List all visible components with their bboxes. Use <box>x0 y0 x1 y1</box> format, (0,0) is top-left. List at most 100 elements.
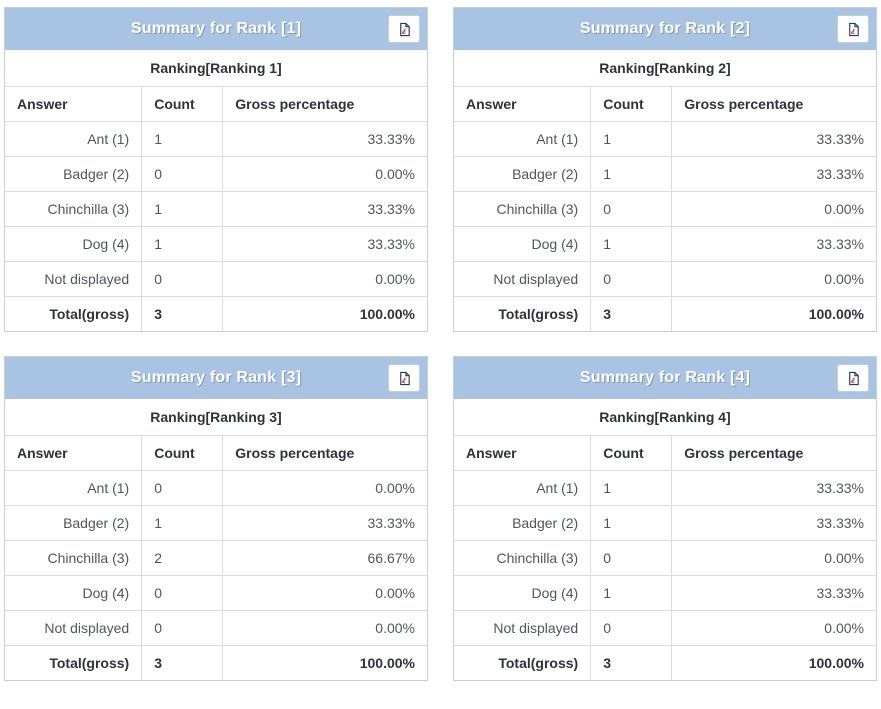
count-cell: 1 <box>141 505 224 541</box>
count-cell: 1 <box>141 191 224 227</box>
answer-cell: Ant (1) <box>5 470 143 506</box>
total-percentage-cell: 100.00% <box>222 296 427 331</box>
total-row: Total(gross) 3 100.00% <box>454 645 876 680</box>
total-count-cell: 3 <box>590 645 673 680</box>
percentage-cell: 33.33% <box>222 505 427 541</box>
panel-title: Summary for Rank [1] <box>130 20 302 37</box>
percentage-cell: 0.00% <box>222 610 427 646</box>
count-cell: 0 <box>590 261 673 297</box>
answer-cell: Ant (1) <box>454 121 592 157</box>
count-cell: 1 <box>590 505 673 541</box>
column-header-gross-percentage: Gross percentage <box>671 87 876 122</box>
table-row: Not displayed 0 0.00% <box>454 261 876 297</box>
column-header-gross-percentage: Gross percentage <box>222 87 427 122</box>
table-row: Ant (1) 1 33.33% <box>454 121 876 157</box>
table-row: Dog (4) 0 0.00% <box>5 575 427 611</box>
table-row: Ant (1) 1 33.33% <box>5 121 427 157</box>
pdf-file-icon <box>399 22 410 36</box>
answer-cell: Not displayed <box>454 610 592 646</box>
answer-cell: Chinchilla (3) <box>454 191 592 227</box>
percentage-cell: 0.00% <box>222 470 427 506</box>
column-header-count: Count <box>590 436 673 471</box>
percentage-cell: 33.33% <box>222 191 427 227</box>
column-header-count: Count <box>141 87 224 122</box>
panel-header: Summary for Rank [2] <box>454 8 876 50</box>
answer-cell: Badger (2) <box>454 505 592 541</box>
table-row: Not displayed 0 0.00% <box>454 610 876 646</box>
count-cell: 1 <box>590 226 673 262</box>
answer-cell: Dog (4) <box>454 226 592 262</box>
export-pdf-button[interactable] <box>388 15 420 43</box>
answer-cell: Badger (2) <box>454 156 592 192</box>
export-pdf-button[interactable] <box>837 15 869 43</box>
answer-cell: Dog (4) <box>5 575 143 611</box>
percentage-cell: 0.00% <box>671 540 876 576</box>
answer-cell: Chinchilla (3) <box>5 540 143 576</box>
panel-header: Summary for Rank [3] <box>5 357 427 399</box>
summary-panel: Summary for Rank [2] Ranking[Ranking 2] … <box>453 7 877 332</box>
table-row: Ant (1) 0 0.00% <box>5 470 427 506</box>
answer-cell: Not displayed <box>454 261 592 297</box>
count-cell: 1 <box>141 226 224 262</box>
count-cell: 0 <box>590 540 673 576</box>
count-cell: 1 <box>590 470 673 506</box>
percentage-cell: 0.00% <box>222 575 427 611</box>
count-cell: 0 <box>141 610 224 646</box>
percentage-cell: 33.33% <box>671 226 876 262</box>
column-header-answer: Answer <box>5 436 143 471</box>
summary-table: Answer Count Gross percentage Ant (1) 1 … <box>454 436 876 680</box>
table-row: Badger (2) 1 33.33% <box>454 505 876 541</box>
percentage-cell: 33.33% <box>222 226 427 262</box>
percentage-cell: 66.67% <box>222 540 427 576</box>
pdf-file-icon <box>848 22 859 36</box>
table-header-row: Answer Count Gross percentage <box>5 436 427 471</box>
count-cell: 2 <box>141 540 224 576</box>
table-row: Not displayed 0 0.00% <box>5 610 427 646</box>
column-header-answer: Answer <box>454 87 592 122</box>
table-row: Dog (4) 1 33.33% <box>5 226 427 262</box>
table-header-row: Answer Count Gross percentage <box>454 436 876 471</box>
count-cell: 0 <box>141 156 224 192</box>
table-row: Ant (1) 1 33.33% <box>454 470 876 506</box>
summary-panel: Summary for Rank [4] Ranking[Ranking 4] … <box>453 356 877 681</box>
table-row: Badger (2) 1 33.33% <box>454 156 876 192</box>
total-label-cell: Total(gross) <box>5 296 143 331</box>
question-subtitle: Ranking[Ranking 2] <box>454 50 876 87</box>
table-header-row: Answer Count Gross percentage <box>5 87 427 122</box>
total-count-cell: 3 <box>590 296 673 331</box>
count-cell: 0 <box>141 261 224 297</box>
percentage-cell: 33.33% <box>222 121 427 157</box>
summary-table: Answer Count Gross percentage Ant (1) 1 … <box>454 87 876 331</box>
summary-table: Answer Count Gross percentage Ant (1) 1 … <box>5 87 427 331</box>
count-cell: 1 <box>141 121 224 157</box>
count-cell: 1 <box>590 575 673 611</box>
table-row: Dog (4) 1 33.33% <box>454 575 876 611</box>
summary-panel: Summary for Rank [3] Ranking[Ranking 3] … <box>4 356 428 681</box>
percentage-cell: 0.00% <box>671 191 876 227</box>
total-label-cell: Total(gross) <box>5 645 143 680</box>
table-row: Chinchilla (3) 0 0.00% <box>454 191 876 227</box>
count-cell: 0 <box>141 470 224 506</box>
percentage-cell: 33.33% <box>671 121 876 157</box>
question-subtitle: Ranking[Ranking 1] <box>5 50 427 87</box>
panel-title: Summary for Rank [3] <box>130 369 302 386</box>
total-percentage-cell: 100.00% <box>671 296 876 331</box>
answer-cell: Chinchilla (3) <box>5 191 143 227</box>
table-header-row: Answer Count Gross percentage <box>454 87 876 122</box>
panel-title: Summary for Rank [2] <box>579 20 751 37</box>
pdf-file-icon <box>399 371 410 385</box>
question-subtitle: Ranking[Ranking 3] <box>5 399 427 436</box>
count-cell: 0 <box>141 575 224 611</box>
export-pdf-button[interactable] <box>388 364 420 392</box>
table-row: Chinchilla (3) 2 66.67% <box>5 540 427 576</box>
answer-cell: Badger (2) <box>5 505 143 541</box>
summary-panels-grid: Summary for Rank [1] Ranking[Ranking 1] … <box>4 7 877 681</box>
answer-cell: Dog (4) <box>5 226 143 262</box>
export-pdf-button[interactable] <box>837 364 869 392</box>
answer-cell: Chinchilla (3) <box>454 540 592 576</box>
total-row: Total(gross) 3 100.00% <box>454 296 876 331</box>
table-row: Badger (2) 1 33.33% <box>5 505 427 541</box>
total-row: Total(gross) 3 100.00% <box>5 296 427 331</box>
total-percentage-cell: 100.00% <box>671 645 876 680</box>
count-cell: 1 <box>590 156 673 192</box>
